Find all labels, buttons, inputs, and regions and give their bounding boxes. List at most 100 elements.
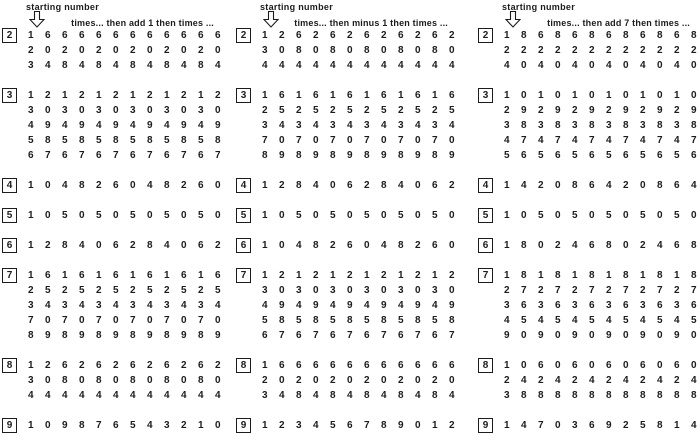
digit-cell: 6 (555, 150, 561, 161)
digit-cell: 0 (181, 210, 187, 221)
rule-label: times... then minus 1 then times ... (294, 18, 448, 28)
digit-cell: 4 (279, 60, 285, 71)
down-arrow-icon (263, 11, 279, 28)
digit-cell: 5 (538, 210, 544, 221)
digit-cell: 9 (113, 120, 119, 131)
digit-cell: 7 (164, 315, 170, 326)
digit-cell: 7 (364, 420, 370, 431)
digit-cell: 9 (181, 330, 187, 341)
digit-cell: 5 (130, 210, 136, 221)
box-slot (478, 43, 504, 58)
digit-cell: 0 (415, 135, 421, 146)
digit-cell: 2 (398, 375, 404, 386)
digit-cell: 8 (538, 390, 544, 401)
digit-cell: 0 (381, 375, 387, 386)
digit-cell: 6 (538, 30, 544, 41)
digit-cell: 1 (198, 420, 204, 431)
digit-cell: 4 (449, 120, 455, 131)
digit-cell: 0 (521, 60, 527, 71)
digit-cell: 5 (381, 105, 387, 116)
rule-label: times... then add 1 then times ... (71, 18, 214, 28)
digit-cell: 0 (313, 135, 319, 146)
digit-cell: 1 (28, 420, 34, 431)
digit-cell: 0 (555, 60, 561, 71)
digit-cell: 4 (381, 60, 387, 71)
digit-cell: 1 (398, 270, 404, 281)
digit-cell: 2 (691, 45, 697, 56)
digit-cell: 1 (504, 270, 510, 281)
digit-cell: 7 (691, 285, 697, 296)
digit-cell: 3 (198, 105, 204, 116)
digit-cell: 5 (674, 150, 680, 161)
box-slot: 4 (236, 178, 262, 193)
digit-cell: 3 (572, 420, 578, 431)
digit-cell: 4 (130, 390, 136, 401)
digit-cell: 4 (381, 240, 387, 251)
digit-cell: 2 (674, 285, 680, 296)
digit-cell: 5 (262, 315, 268, 326)
digit-cell: 2 (674, 105, 680, 116)
digit-cell: 9 (381, 300, 387, 311)
digit-cell: 0 (279, 135, 285, 146)
digit-cell: 6 (147, 270, 153, 281)
digit-cell: 0 (313, 375, 319, 386)
digit-cell: 4 (623, 375, 629, 386)
digit-cell: 6 (381, 360, 387, 371)
digit-cell: 4 (215, 300, 221, 311)
digit-cell: 1 (504, 420, 510, 431)
digit-cell: 4 (113, 300, 119, 311)
digit-cell: 6 (449, 90, 455, 101)
digit-cell: 4 (130, 120, 136, 131)
digit-cell: 9 (113, 330, 119, 341)
digit-cell: 0 (555, 420, 561, 431)
digit-cell: 8 (130, 375, 136, 386)
digit-cell: 0 (691, 90, 697, 101)
rule-label: times... then add 7 then times ... (547, 18, 690, 28)
digit-cell: 3 (398, 285, 404, 296)
digit-cell: 8 (521, 120, 527, 131)
digit-cell: 7 (691, 135, 697, 146)
digit-cell: 2 (572, 375, 578, 386)
digit-cell: 4 (415, 120, 421, 131)
digit-cell: 4 (674, 60, 680, 71)
digit-cell: 0 (555, 90, 561, 101)
digit-cell: 4 (347, 60, 353, 71)
digit-cell: 3 (262, 285, 268, 296)
digit-cell: 9 (589, 105, 595, 116)
digit-cell: 0 (113, 375, 119, 386)
digit-cell: 8 (589, 390, 595, 401)
digit-cell: 3 (296, 120, 302, 131)
digit-cell: 5 (640, 210, 646, 221)
digit-cell: 1 (262, 210, 268, 221)
digit-cell: 0 (381, 135, 387, 146)
digit-cell: 9 (674, 330, 680, 341)
digit-cell: 4 (415, 60, 421, 71)
digit-cell: 5 (62, 135, 68, 146)
digit-cell: 6 (28, 150, 34, 161)
starting-number-box: 8 (236, 358, 251, 373)
digit-cell: 2 (606, 285, 612, 296)
digit-cell: 0 (623, 240, 629, 251)
digit-cell: 0 (45, 45, 51, 56)
digit-cell: 1 (96, 90, 102, 101)
box-slot (236, 58, 262, 73)
digit-cell: 2 (640, 45, 646, 56)
digit-cell: 1 (364, 90, 370, 101)
starting-number-box: 4 (2, 178, 17, 193)
box-slot: 2 (236, 28, 262, 43)
digit-cell: 4 (381, 120, 387, 131)
digit-cell: 3 (674, 120, 680, 131)
digit-cell: 0 (381, 285, 387, 296)
digit-cell: 2 (657, 45, 663, 56)
digit-cell: 3 (572, 120, 578, 131)
box-slot: 8 (2, 358, 28, 373)
